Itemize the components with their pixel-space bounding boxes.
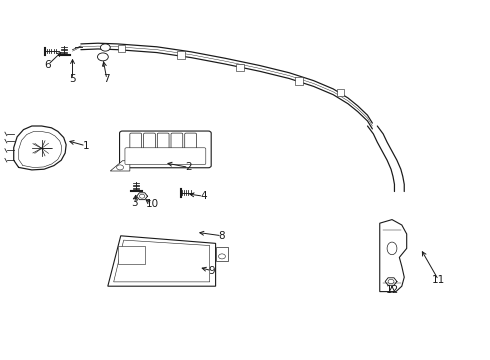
Text: 5: 5 — [69, 74, 76, 84]
Circle shape — [139, 194, 145, 198]
Text: 7: 7 — [103, 74, 110, 84]
Text: 12: 12 — [385, 285, 399, 295]
Circle shape — [98, 53, 108, 61]
FancyBboxPatch shape — [171, 133, 183, 149]
Text: 8: 8 — [219, 231, 225, 241]
FancyBboxPatch shape — [130, 133, 142, 149]
Text: 2: 2 — [185, 162, 192, 172]
Circle shape — [117, 165, 123, 170]
Circle shape — [219, 254, 225, 259]
Polygon shape — [110, 161, 130, 171]
Circle shape — [100, 44, 110, 51]
Polygon shape — [114, 240, 210, 282]
Bar — [118, 45, 125, 52]
FancyBboxPatch shape — [120, 131, 211, 168]
Polygon shape — [108, 236, 216, 286]
FancyBboxPatch shape — [144, 133, 155, 149]
Text: 1: 1 — [82, 141, 89, 151]
Ellipse shape — [387, 242, 397, 255]
Circle shape — [388, 279, 394, 284]
FancyBboxPatch shape — [185, 133, 196, 149]
Bar — [118, 246, 145, 264]
Polygon shape — [380, 220, 407, 292]
Text: 3: 3 — [131, 198, 138, 208]
Text: 4: 4 — [200, 191, 207, 201]
Bar — [295, 77, 303, 85]
FancyBboxPatch shape — [125, 148, 206, 165]
Text: 11: 11 — [432, 275, 445, 285]
Bar — [337, 89, 344, 96]
Text: 6: 6 — [45, 60, 51, 70]
Text: 10: 10 — [146, 199, 158, 210]
Text: 9: 9 — [208, 266, 215, 276]
Bar — [177, 51, 185, 59]
Bar — [236, 64, 244, 71]
Bar — [216, 247, 228, 261]
FancyBboxPatch shape — [157, 133, 169, 149]
